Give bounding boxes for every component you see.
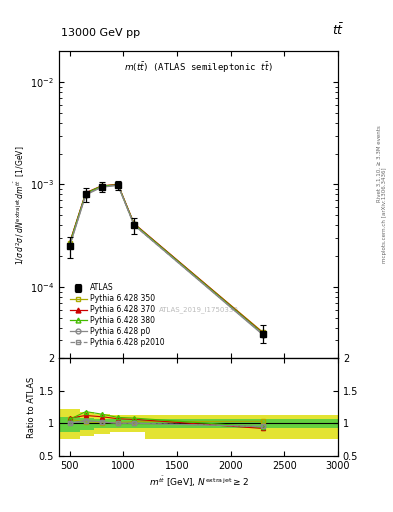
Pythia 6.428 350: [67, 241, 72, 247]
Pythia 6.428 p2010: [83, 191, 88, 198]
Pythia 6.428 370: [116, 181, 120, 187]
Line: Pythia 6.428 350: Pythia 6.428 350: [67, 182, 265, 335]
Pythia 6.428 370: [83, 189, 88, 196]
Pythia 6.428 p0: [83, 192, 88, 198]
Pythia 6.428 380: [83, 190, 88, 196]
Pythia 6.428 370: [99, 183, 104, 189]
Pythia 6.428 380: [99, 183, 104, 189]
Pythia 6.428 p0: [116, 182, 120, 188]
Y-axis label: Ratio to ATLAS: Ratio to ATLAS: [27, 376, 36, 438]
Pythia 6.428 350: [132, 221, 136, 227]
Pythia 6.428 350: [99, 183, 104, 189]
Text: $m(t\bar{t})$ (ATLAS semileptonic $t\bar{t}$): $m(t\bar{t})$ (ATLAS semileptonic $t\bar…: [124, 60, 273, 75]
Pythia 6.428 380: [132, 221, 136, 227]
Pythia 6.428 380: [261, 330, 265, 336]
Pythia 6.428 370: [261, 330, 265, 336]
Text: 13000 GeV pp: 13000 GeV pp: [61, 28, 140, 38]
Pythia 6.428 380: [116, 182, 120, 188]
Pythia 6.428 370: [67, 240, 72, 246]
Line: Pythia 6.428 380: Pythia 6.428 380: [67, 182, 265, 336]
Pythia 6.428 p0: [132, 222, 136, 228]
Text: $t\bar{t}$: $t\bar{t}$: [332, 23, 344, 38]
Text: mcplots.cern.ch [arXiv:1306.3436]: mcplots.cern.ch [arXiv:1306.3436]: [382, 167, 387, 263]
Pythia 6.428 350: [261, 329, 265, 335]
Line: Pythia 6.428 p2010: Pythia 6.428 p2010: [67, 183, 265, 336]
Text: ATLAS_2019_I1750330: ATLAS_2019_I1750330: [158, 306, 239, 313]
Text: Rivet 3.1.10, ≥ 3.3M events: Rivet 3.1.10, ≥ 3.3M events: [377, 125, 382, 202]
Pythia 6.428 p2010: [261, 331, 265, 337]
Pythia 6.428 p2010: [116, 182, 120, 188]
Pythia 6.428 p0: [99, 184, 104, 190]
Pythia 6.428 350: [116, 181, 120, 187]
Pythia 6.428 p0: [261, 332, 265, 338]
Y-axis label: $1/\sigma\,d^2\sigma\,/\,dN^{\rm extra\,jet}\,dm^{t\bar{t}}$  [1/GeV]: $1/\sigma\,d^2\sigma\,/\,dN^{\rm extra\,…: [13, 145, 27, 265]
Line: Pythia 6.428 p0: Pythia 6.428 p0: [67, 183, 265, 337]
Pythia 6.428 p2010: [67, 243, 72, 249]
Line: Pythia 6.428 370: Pythia 6.428 370: [67, 182, 265, 335]
Legend: ATLAS, Pythia 6.428 350, Pythia 6.428 370, Pythia 6.428 380, Pythia 6.428 p0, Py: ATLAS, Pythia 6.428 350, Pythia 6.428 37…: [68, 282, 166, 349]
X-axis label: $m^{t\bar{t}}$ [GeV], $N^{\rm extra\,jet}\geq 2$: $m^{t\bar{t}}$ [GeV], $N^{\rm extra\,jet…: [149, 475, 248, 489]
Pythia 6.428 380: [67, 241, 72, 247]
Pythia 6.428 370: [132, 221, 136, 227]
Pythia 6.428 350: [83, 190, 88, 197]
Pythia 6.428 p0: [67, 243, 72, 249]
Pythia 6.428 p2010: [132, 222, 136, 228]
Pythia 6.428 p2010: [99, 184, 104, 190]
